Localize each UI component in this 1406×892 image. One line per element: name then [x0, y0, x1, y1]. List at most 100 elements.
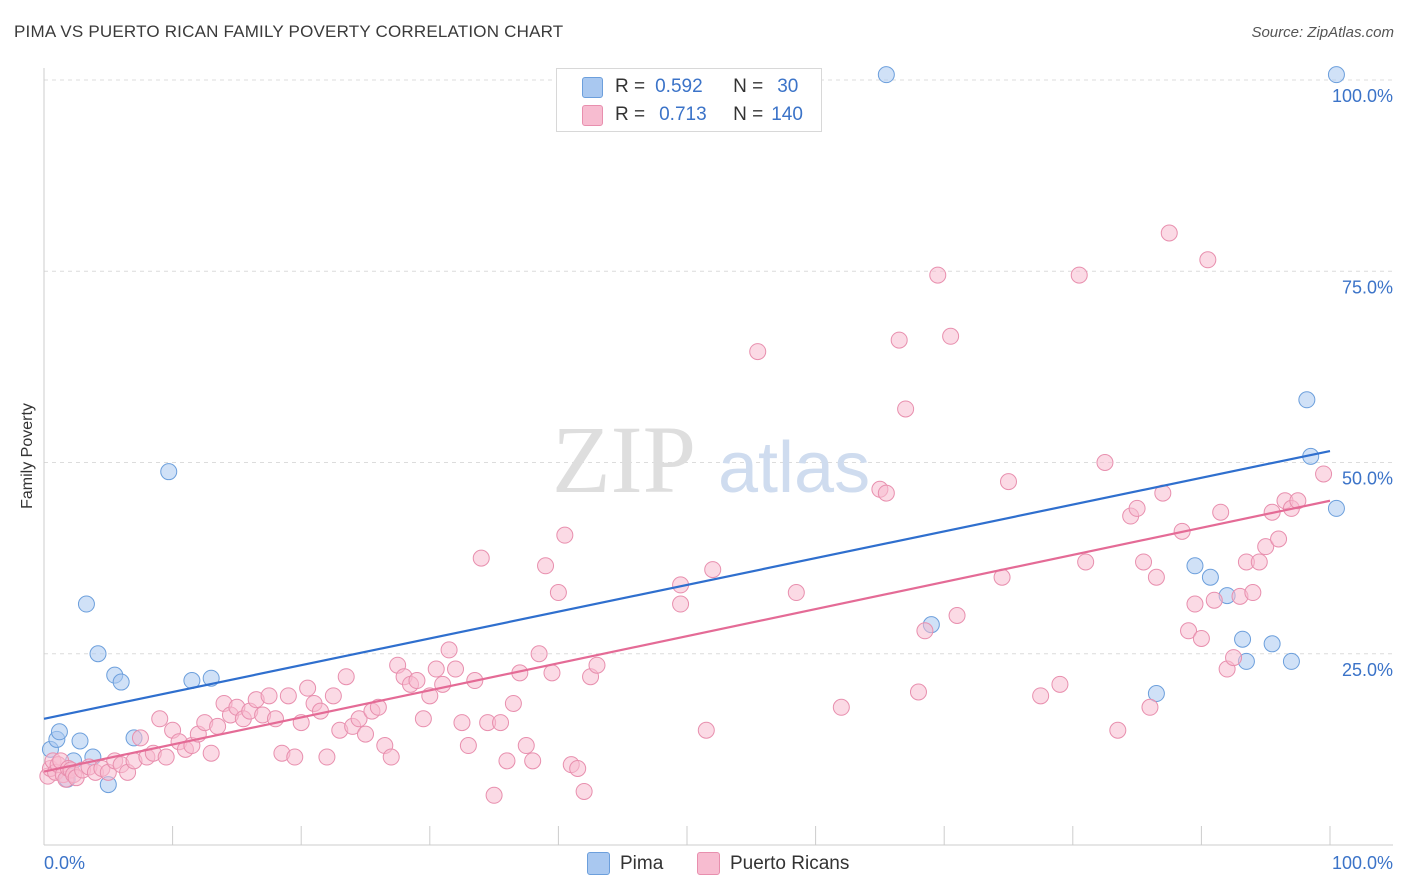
- data-point: [434, 675, 452, 693]
- data-point: [890, 331, 908, 349]
- legend-label-pima: Pima: [620, 852, 664, 874]
- legend-r-value: 0.713: [659, 104, 707, 125]
- data-point: [89, 645, 107, 663]
- data-point: [1234, 630, 1252, 648]
- y-tick-label: 50.0%: [1342, 469, 1393, 489]
- data-point: [569, 760, 587, 777]
- data-point: [1051, 675, 1069, 693]
- data-point: [1109, 721, 1127, 739]
- data-point: [324, 687, 342, 705]
- data-point: [414, 710, 432, 728]
- data-point: [672, 595, 690, 613]
- data-point: [948, 607, 966, 624]
- data-point: [1032, 687, 1050, 705]
- data-point: [71, 732, 89, 750]
- legend-item-pima[interactable]: Pima: [587, 852, 663, 875]
- data-point: [1192, 629, 1210, 647]
- x-tick-label: 0.0%: [44, 853, 85, 873]
- y-tick-label: 100.0%: [1332, 86, 1393, 106]
- data-point: [1327, 66, 1345, 84]
- data-point: [537, 557, 555, 575]
- data-point: [1147, 568, 1165, 586]
- data-point: [427, 660, 445, 678]
- data-point: [1199, 251, 1217, 269]
- data-point: [160, 463, 178, 481]
- data-point: [77, 595, 95, 613]
- data-point: [929, 266, 947, 284]
- watermark-atlas: atlas: [718, 428, 870, 508]
- legend-swatch-pima: [587, 852, 610, 875]
- data-point: [1225, 649, 1243, 667]
- axes: [43, 68, 1393, 846]
- data-point: [524, 752, 542, 770]
- tick-labels: 25.0% 50.0% 75.0% 100.0% 0.0% 100.0%: [44, 86, 1393, 873]
- data-point: [459, 737, 477, 755]
- legend-row-puerto-ricans: R = 0.713 N = 140: [557, 101, 803, 129]
- legend-r-label: R =: [615, 76, 646, 97]
- data-point: [1315, 465, 1333, 483]
- data-point: [916, 622, 934, 640]
- data-point: [1270, 530, 1288, 548]
- data-point: [504, 694, 522, 712]
- data-point: [704, 561, 722, 579]
- trend-line: [43, 499, 1331, 773]
- data-point: [832, 698, 850, 716]
- data-point: [1141, 698, 1159, 716]
- data-point: [1096, 454, 1114, 471]
- legend-n-value: 140: [771, 104, 803, 125]
- watermark-zip: ZIP: [552, 406, 696, 513]
- data-point: [1077, 553, 1095, 571]
- legend-n-value: 30: [777, 76, 799, 97]
- data-point: [260, 687, 278, 705]
- data-point: [1186, 557, 1204, 575]
- legend-swatch-pima: [582, 76, 603, 98]
- data-point: [357, 725, 374, 743]
- data-point: [151, 710, 169, 728]
- y-tick-label: 25.0%: [1342, 660, 1393, 680]
- data-point: [1160, 224, 1178, 242]
- trend-line: [43, 449, 1331, 720]
- data-point: [202, 744, 220, 762]
- data-point: [1263, 635, 1281, 653]
- data-point: [286, 748, 304, 766]
- data-point: [1128, 499, 1146, 517]
- data-point: [350, 710, 368, 728]
- data-point: [1250, 553, 1268, 571]
- data-point: [1327, 499, 1345, 517]
- data-point: [1298, 391, 1316, 409]
- stats-legend: R = 0.592 N = 30 R = 0.713 N = 140: [556, 68, 822, 132]
- legend-swatch-puerto-ricans: [697, 852, 720, 875]
- chart-title: PIMA VS PUERTO RICAN FAMILY POVERTY CORR…: [14, 22, 564, 41]
- legend-n-label: N =: [733, 76, 764, 97]
- data-point: [897, 400, 915, 418]
- data-point: [131, 729, 149, 747]
- data-point: [112, 673, 130, 691]
- data-point: [472, 549, 490, 567]
- data-point: [299, 679, 317, 697]
- legend-r-label: R =: [615, 104, 646, 125]
- data-point: [1205, 591, 1223, 609]
- data-point: [279, 687, 297, 705]
- data-point: [1070, 266, 1088, 284]
- data-point: [543, 664, 561, 682]
- y-tick-label: 75.0%: [1342, 277, 1393, 297]
- data-point: [369, 698, 387, 716]
- y-axis-label: Family Poverty: [19, 403, 36, 509]
- legend-swatch-puerto-ricans: [582, 104, 603, 126]
- legend-item-puerto-ricans[interactable]: Puerto Ricans: [697, 852, 849, 875]
- data-point: [382, 748, 400, 766]
- data-point: [1282, 652, 1300, 670]
- data-point: [697, 721, 715, 739]
- source-credit: Source: ZipAtlas.com: [1251, 24, 1394, 41]
- data-point: [877, 66, 895, 84]
- data-point: [1244, 584, 1262, 602]
- data-point: [408, 672, 426, 690]
- data-point: [877, 484, 895, 502]
- data-point: [749, 343, 767, 361]
- data-point: [209, 717, 227, 735]
- data-point: [575, 782, 593, 800]
- data-point: [549, 584, 567, 602]
- x-tick-label: 100.0%: [1332, 853, 1393, 873]
- data-point: [909, 683, 927, 701]
